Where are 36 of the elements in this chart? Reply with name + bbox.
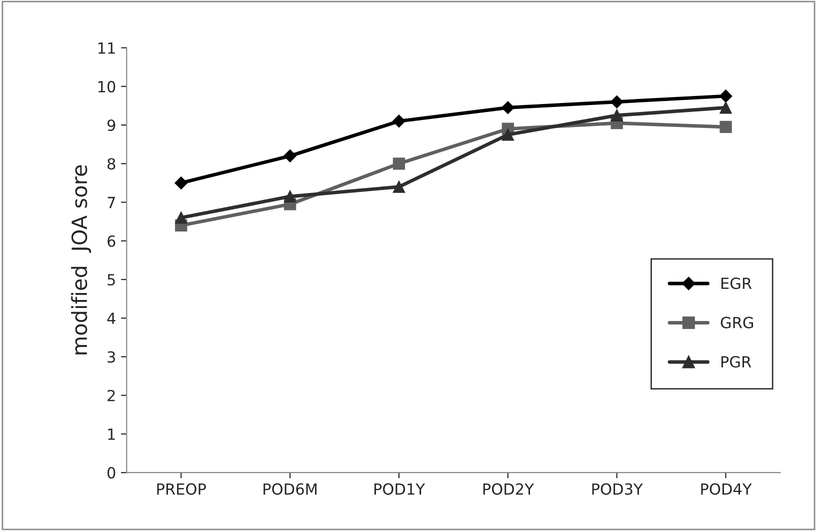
y-tick-label: 7 <box>108 196 115 208</box>
point <box>610 109 623 122</box>
point <box>720 120 732 134</box>
x-tick-label: POD3Y <box>592 483 643 495</box>
y-tick-label: 4 <box>107 312 116 324</box>
y-tick-label: 0 <box>108 467 116 479</box>
point <box>610 95 624 108</box>
legend-label: PGR <box>721 356 752 368</box>
y-tick-label: 11 <box>98 42 115 54</box>
x-tick-label: POD2Y <box>483 483 534 495</box>
y-tick-label: 9 <box>107 119 116 132</box>
y-axis-title: modified JOA sore <box>71 165 92 354</box>
point <box>392 114 406 128</box>
point <box>392 158 406 170</box>
y-tick-label: 8 <box>108 158 116 170</box>
point <box>392 180 406 193</box>
y-tick-label: 1 <box>108 428 115 440</box>
point <box>501 101 514 114</box>
legend-label: GRG <box>720 316 754 328</box>
y-tick-label: 3 <box>108 351 115 363</box>
point <box>174 176 188 190</box>
x-tick-label: POD6M <box>264 483 316 495</box>
point <box>502 128 514 141</box>
point <box>175 212 188 224</box>
x-tick-label: POD4Y <box>701 483 752 495</box>
point <box>719 90 732 102</box>
point <box>284 150 296 162</box>
x-tick-label: PREOP <box>157 483 206 495</box>
y-tick-label: 5 <box>108 274 115 286</box>
y-tick-label: 10 <box>98 80 116 92</box>
legend-label: EGR <box>721 278 752 290</box>
y-tick-label: 2 <box>108 390 115 402</box>
x-tick-label: POD1Y <box>374 483 426 495</box>
y-tick-label: 6 <box>108 235 116 247</box>
point <box>284 190 296 203</box>
point <box>720 102 732 114</box>
